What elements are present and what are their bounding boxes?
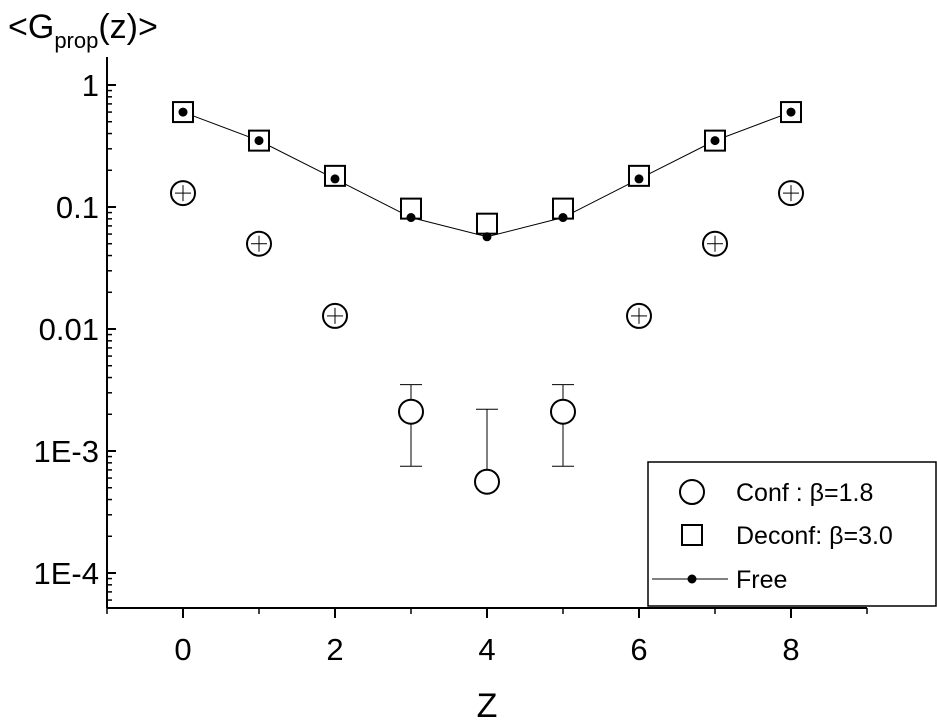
legend-label: Deconf: β=3.0 — [736, 522, 893, 550]
x-tick-label: 6 — [630, 632, 647, 667]
y-tick-label: 0.1 — [56, 190, 99, 225]
x-tick-label: 8 — [782, 632, 799, 667]
free-point — [330, 174, 340, 184]
y-axis-title-rest: (z)> — [98, 8, 158, 46]
y-axis-title-base: <G — [8, 8, 54, 46]
legend-circle-marker — [679, 479, 705, 505]
legend: Conf : β=1.8 Deconf: β=3.0 Free — [647, 461, 937, 607]
free-point — [482, 232, 492, 242]
x-axis-title: Z — [477, 687, 498, 725]
free-point — [558, 213, 568, 223]
conf-point — [474, 468, 500, 495]
plot-area — [170, 101, 804, 495]
x-tick-label: 0 — [174, 632, 191, 667]
y-axis-title: <Gprop(z)> — [8, 8, 158, 53]
free-point — [254, 136, 264, 146]
free-point — [786, 107, 796, 117]
legend-dot-marker — [687, 574, 697, 584]
y-tick-label: 1E-3 — [34, 434, 99, 469]
free-point — [634, 174, 644, 184]
conf-point — [398, 398, 424, 425]
legend-square-marker — [681, 524, 703, 546]
y-axis-title-subscript: prop — [54, 28, 98, 53]
deconf-point — [476, 212, 498, 235]
free-point — [406, 213, 416, 223]
free-point — [710, 136, 720, 146]
x-tick-label: 4 — [478, 632, 495, 667]
y-tick-label: 1 — [82, 68, 99, 103]
axes: 1E-4 1E-3 0.01 0.1 1 0 2 4 6 8 — [34, 57, 868, 667]
y-tick-label: 1E-4 — [34, 556, 99, 591]
x-tick-label: 2 — [326, 632, 343, 667]
legend-label: Conf : β=1.8 — [736, 479, 873, 507]
y-tick-label: 0.01 — [39, 312, 99, 347]
legend-label: Free — [736, 566, 787, 594]
conf-point — [550, 398, 576, 425]
free-point — [178, 107, 188, 117]
